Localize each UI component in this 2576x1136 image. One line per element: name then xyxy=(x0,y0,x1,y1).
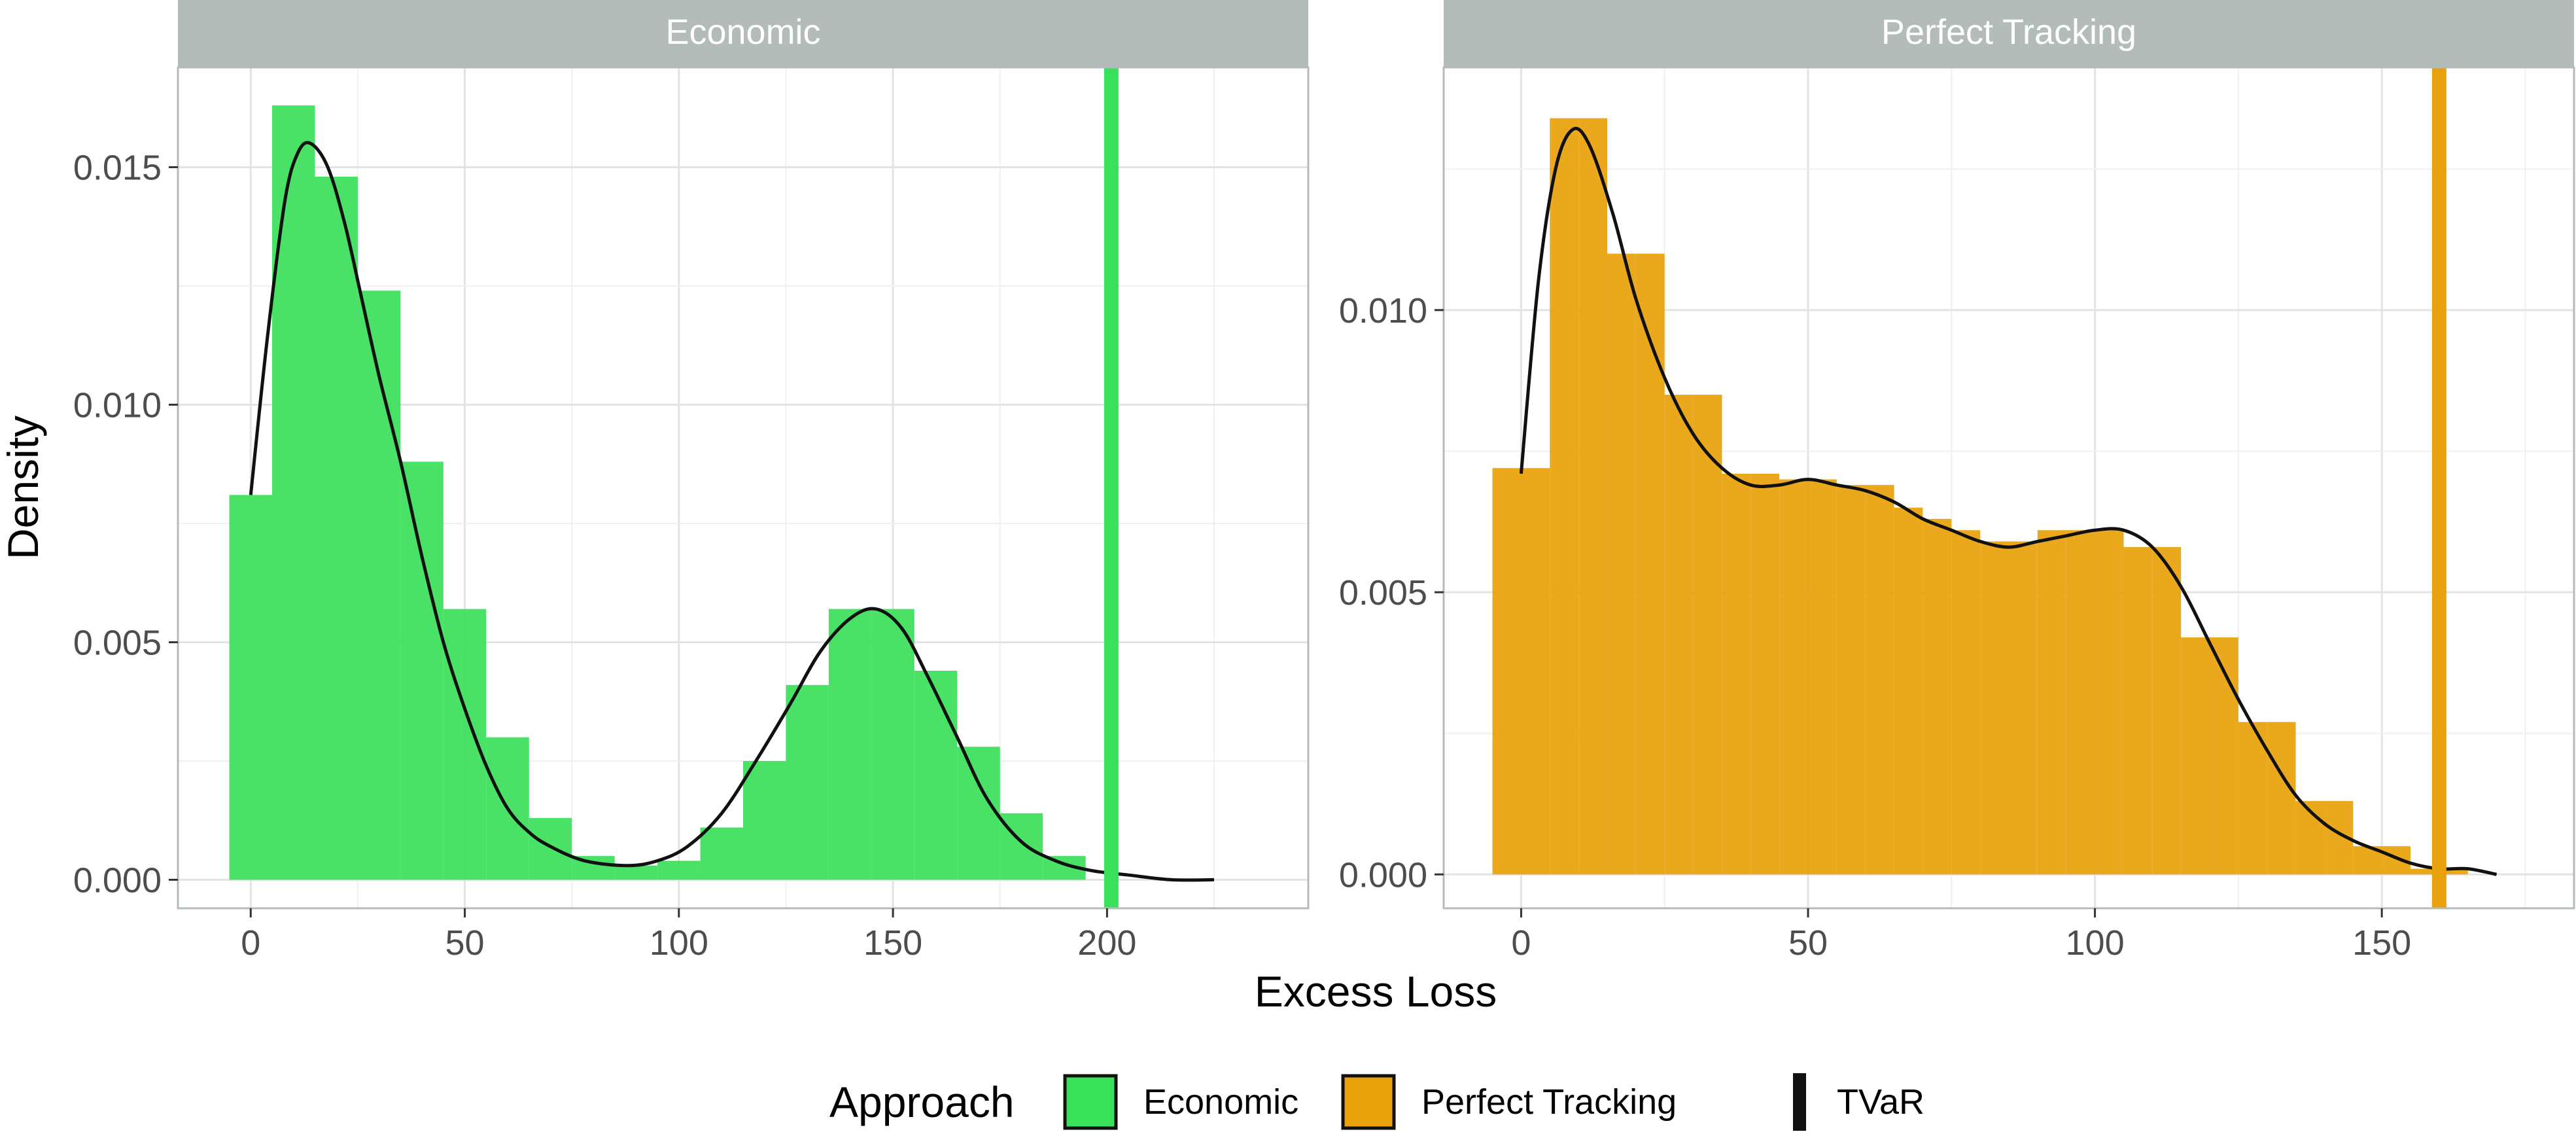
histogram-bar xyxy=(2267,722,2296,875)
y-axis: 0.000 0.005 0.010 0.015 xyxy=(73,148,178,900)
x-tick-label: 100 xyxy=(2066,923,2125,963)
x-tick-label: 50 xyxy=(445,923,485,963)
histogram-bar xyxy=(700,827,743,880)
histogram-bar xyxy=(914,671,958,880)
legend-key-tvar xyxy=(1793,1073,1806,1131)
histogram-bar xyxy=(357,291,401,880)
y-tick-label: 0.015 xyxy=(73,148,162,187)
histogram-bar xyxy=(400,461,444,880)
x-tick-label: 100 xyxy=(650,923,708,963)
histogram-bar xyxy=(2238,722,2267,875)
histogram-bar xyxy=(2095,530,2124,875)
histogram-bar xyxy=(2123,547,2153,875)
histogram-bar xyxy=(1980,541,2009,875)
histogram-bar xyxy=(957,747,1000,880)
histogram-bar xyxy=(1521,468,1550,875)
histogram-bar xyxy=(828,609,872,880)
histogram-bars xyxy=(229,105,1086,880)
histogram-bar xyxy=(786,684,829,880)
legend-entry: Perfect Tracking xyxy=(1341,1074,1677,1130)
histogram-bar xyxy=(871,609,914,880)
density-curve xyxy=(1519,126,2498,876)
legend-label: Economic xyxy=(1143,1082,1298,1122)
chart-panels: Economic 0 50 100 150 200 0.000 0.005 0.010 0.015… xyxy=(73,0,2575,963)
y-tick-label: 0.005 xyxy=(1339,573,1427,612)
panel-title: Economic xyxy=(665,12,820,52)
histogram-bar xyxy=(1492,468,1522,875)
histogram-bar xyxy=(1750,473,1780,875)
x-axis: 0 50 100 150 xyxy=(1511,908,2411,963)
panel-1: Perfect Tracking 0 50 100 150 0.000 0.005 0.010 xyxy=(1339,0,2575,963)
histogram-bar xyxy=(1923,518,1952,875)
histogram-bar xyxy=(443,609,487,880)
histogram-bar xyxy=(315,176,358,880)
y-tick-label: 0.005 xyxy=(73,623,162,662)
histogram-bar xyxy=(1836,485,1866,875)
histogram-bar xyxy=(1894,507,1923,875)
histogram-bar xyxy=(2009,541,2038,875)
y-tick-label: 0.000 xyxy=(1339,855,1427,895)
y-tick-label: 0.000 xyxy=(73,861,162,900)
legend-label: Perfect Tracking xyxy=(1421,1082,1677,1122)
legend-title: Approach xyxy=(829,1078,1015,1126)
density-curve xyxy=(249,141,1215,882)
histogram-bar xyxy=(1664,395,1694,875)
histogram-bar xyxy=(229,495,272,880)
histogram-bar xyxy=(2439,868,2468,875)
histogram-bar xyxy=(1578,118,1607,875)
x-tick-label: 200 xyxy=(1077,923,1136,963)
histogram-bar xyxy=(2066,530,2095,875)
histogram-bar xyxy=(272,105,315,880)
histogram-bar xyxy=(657,861,701,880)
legend-label: TVaR xyxy=(1837,1082,1924,1122)
x-axis-title: Excess Loss xyxy=(1255,967,1497,1016)
x-tick-label: 50 xyxy=(1788,923,1828,963)
x-axis: 0 50 100 150 200 xyxy=(241,908,1136,963)
legend: Approach Economic Perfect Tracking TVaR xyxy=(829,1073,1924,1131)
histogram-bar xyxy=(2411,868,2439,875)
panel-strip xyxy=(1444,0,2574,67)
y-tick-label: 0.010 xyxy=(73,385,162,425)
histogram-bar xyxy=(529,818,572,880)
panel-0: Economic 0 50 100 150 200 0.000 0.005 0.010 0.015 xyxy=(73,0,1310,963)
legend-entry: TVaR xyxy=(1793,1073,1924,1131)
x-tick-label: 150 xyxy=(863,923,922,963)
histogram-bar xyxy=(1951,530,1981,875)
panel-border xyxy=(177,66,1310,910)
histogram-bar xyxy=(1000,813,1043,880)
y-axis-title: Density xyxy=(0,416,47,559)
y-tick-label: 0.010 xyxy=(1339,291,1427,330)
histogram-bar xyxy=(1807,479,1837,875)
legend-key-swatch xyxy=(1341,1074,1396,1130)
histogram-bar xyxy=(1693,395,1722,875)
histogram-bar xyxy=(1550,118,1579,875)
x-tick-label: 0 xyxy=(1511,923,1531,963)
x-tick-label: 150 xyxy=(2352,923,2411,963)
panel-title: Perfect Tracking xyxy=(1881,12,2136,52)
histogram-bar xyxy=(743,760,786,880)
x-tick-label: 0 xyxy=(241,923,260,963)
histogram-bar xyxy=(1779,479,1808,875)
histogram-bar xyxy=(2152,547,2182,875)
legend-key-swatch xyxy=(1063,1074,1118,1130)
histogram-bar xyxy=(2181,637,2210,875)
histogram-bar xyxy=(1635,253,1665,875)
histogram-bar xyxy=(1865,485,1894,875)
histogram-bar xyxy=(1607,253,1636,875)
panel-strip xyxy=(178,0,1308,67)
histogram-bar xyxy=(1722,473,1751,875)
histogram-bar xyxy=(2210,637,2238,875)
panel-border xyxy=(1442,66,2575,910)
y-axis: 0.000 0.005 0.010 xyxy=(1339,291,1444,895)
histogram-bar xyxy=(614,865,658,880)
legend-entry: Economic xyxy=(1063,1074,1298,1130)
histogram-bar xyxy=(2037,530,2066,875)
histogram-bars xyxy=(1492,118,2468,875)
